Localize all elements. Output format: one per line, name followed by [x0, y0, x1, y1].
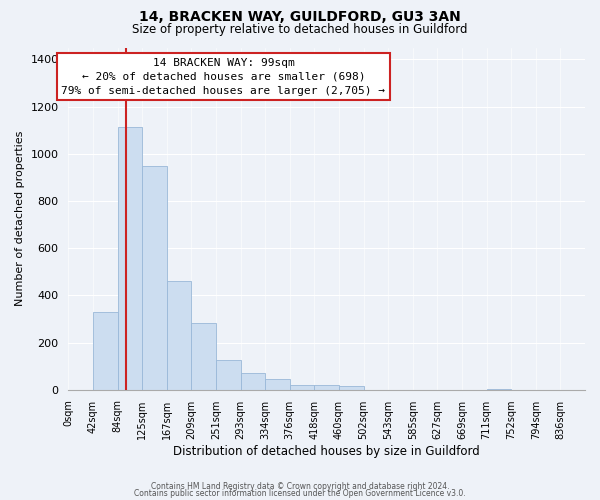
Bar — [339, 386, 364, 390]
Bar — [290, 385, 314, 390]
Bar — [487, 388, 511, 390]
Bar — [241, 373, 265, 390]
Text: Size of property relative to detached houses in Guildford: Size of property relative to detached ho… — [132, 22, 468, 36]
Bar — [265, 379, 290, 390]
Text: Contains HM Land Registry data © Crown copyright and database right 2024.: Contains HM Land Registry data © Crown c… — [151, 482, 449, 491]
Bar — [118, 126, 142, 390]
Text: 14 BRACKEN WAY: 99sqm
← 20% of detached houses are smaller (698)
79% of semi-det: 14 BRACKEN WAY: 99sqm ← 20% of detached … — [61, 58, 385, 96]
Bar — [142, 166, 167, 390]
Y-axis label: Number of detached properties: Number of detached properties — [15, 131, 25, 306]
Bar — [314, 385, 339, 390]
Bar — [93, 312, 118, 390]
X-axis label: Distribution of detached houses by size in Guildford: Distribution of detached houses by size … — [173, 444, 480, 458]
Bar — [191, 323, 216, 390]
Text: 14, BRACKEN WAY, GUILDFORD, GU3 3AN: 14, BRACKEN WAY, GUILDFORD, GU3 3AN — [139, 10, 461, 24]
Bar — [216, 360, 241, 390]
Bar — [167, 281, 191, 390]
Text: Contains public sector information licensed under the Open Government Licence v3: Contains public sector information licen… — [134, 488, 466, 498]
